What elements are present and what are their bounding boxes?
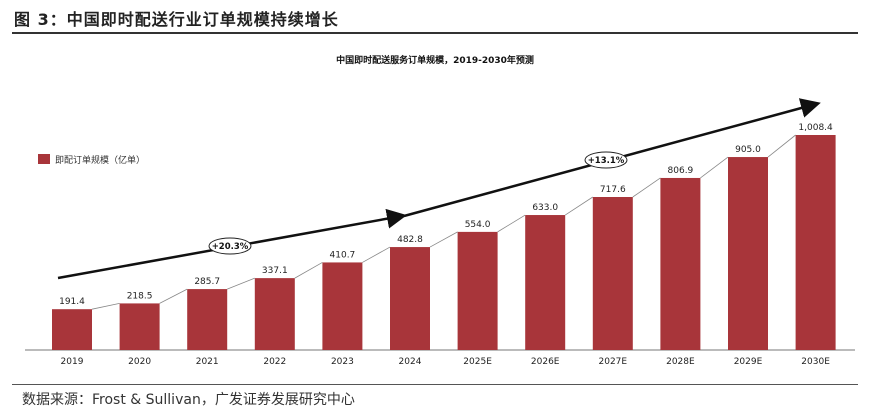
value-label: 554.0 (465, 220, 491, 230)
bar-2025E (457, 231, 498, 350)
category-label: 2023 (331, 357, 354, 367)
bar-2023 (322, 262, 363, 350)
value-label: 410.7 (330, 250, 356, 260)
bar-2029E (728, 157, 768, 350)
category-label: 2019 (61, 357, 84, 367)
connector-line (497, 214, 526, 233)
value-label: 633.0 (532, 203, 558, 213)
value-label: 905.0 (735, 145, 761, 155)
value-label: 1,008.4 (798, 123, 833, 133)
connector-line (227, 277, 255, 290)
value-label: 482.8 (397, 235, 423, 245)
connector-line (767, 134, 796, 158)
value-label: 337.1 (262, 266, 288, 276)
connector-line (91, 303, 120, 310)
bar-2030E (795, 135, 836, 350)
bar-2021 (187, 289, 228, 350)
cagr-label: +20.3% (212, 242, 249, 252)
value-label: 806.9 (668, 166, 694, 176)
bar-2022 (254, 278, 295, 350)
bar-2028E (660, 177, 701, 350)
category-label: 2026E (531, 357, 560, 367)
cagr-badge (584, 151, 628, 169)
category-label: 2022 (263, 357, 286, 367)
value-label: 285.7 (194, 277, 220, 287)
title-divider (12, 32, 858, 34)
cagr-badge (208, 237, 252, 255)
connector-line (362, 246, 391, 263)
bar-2020 (119, 303, 160, 350)
bar-2019 (52, 309, 92, 350)
source-note: 数据来源：Frost & Sullivan，广发证券发展研究中心 (22, 392, 355, 408)
figure-title: 图 3：中国即时配送行业订单规模持续增长 (14, 10, 339, 29)
category-label: 2025E (463, 357, 492, 367)
bar-2024 (390, 247, 430, 350)
bar-2026E (525, 215, 566, 350)
category-label: 2029E (734, 357, 763, 367)
category-label: 2020 (128, 357, 151, 367)
bar-2027E (592, 197, 633, 350)
connector-line (294, 262, 323, 279)
value-label: 717.6 (600, 185, 626, 195)
chart-title: 中国即时配送服务订单规模，2019-2030年预测 (336, 54, 534, 66)
connector-line (700, 156, 729, 179)
connector-line (159, 288, 188, 304)
category-label: 2021 (196, 357, 219, 367)
connector-line (429, 231, 458, 248)
category-label: 2028E (666, 357, 695, 367)
legend-swatch (38, 154, 50, 164)
value-label: 218.5 (127, 291, 153, 301)
cagr-label: +13.1% (588, 156, 625, 166)
category-label: 2027E (599, 357, 628, 367)
category-label: 2030E (801, 357, 830, 367)
category-label: 2024 (399, 357, 422, 367)
legend-label: 即配订单规模（亿单） (55, 154, 145, 166)
source-divider (12, 384, 858, 385)
connector-line (632, 177, 661, 198)
value-label: 191.4 (59, 297, 85, 307)
connector-line (564, 196, 594, 216)
